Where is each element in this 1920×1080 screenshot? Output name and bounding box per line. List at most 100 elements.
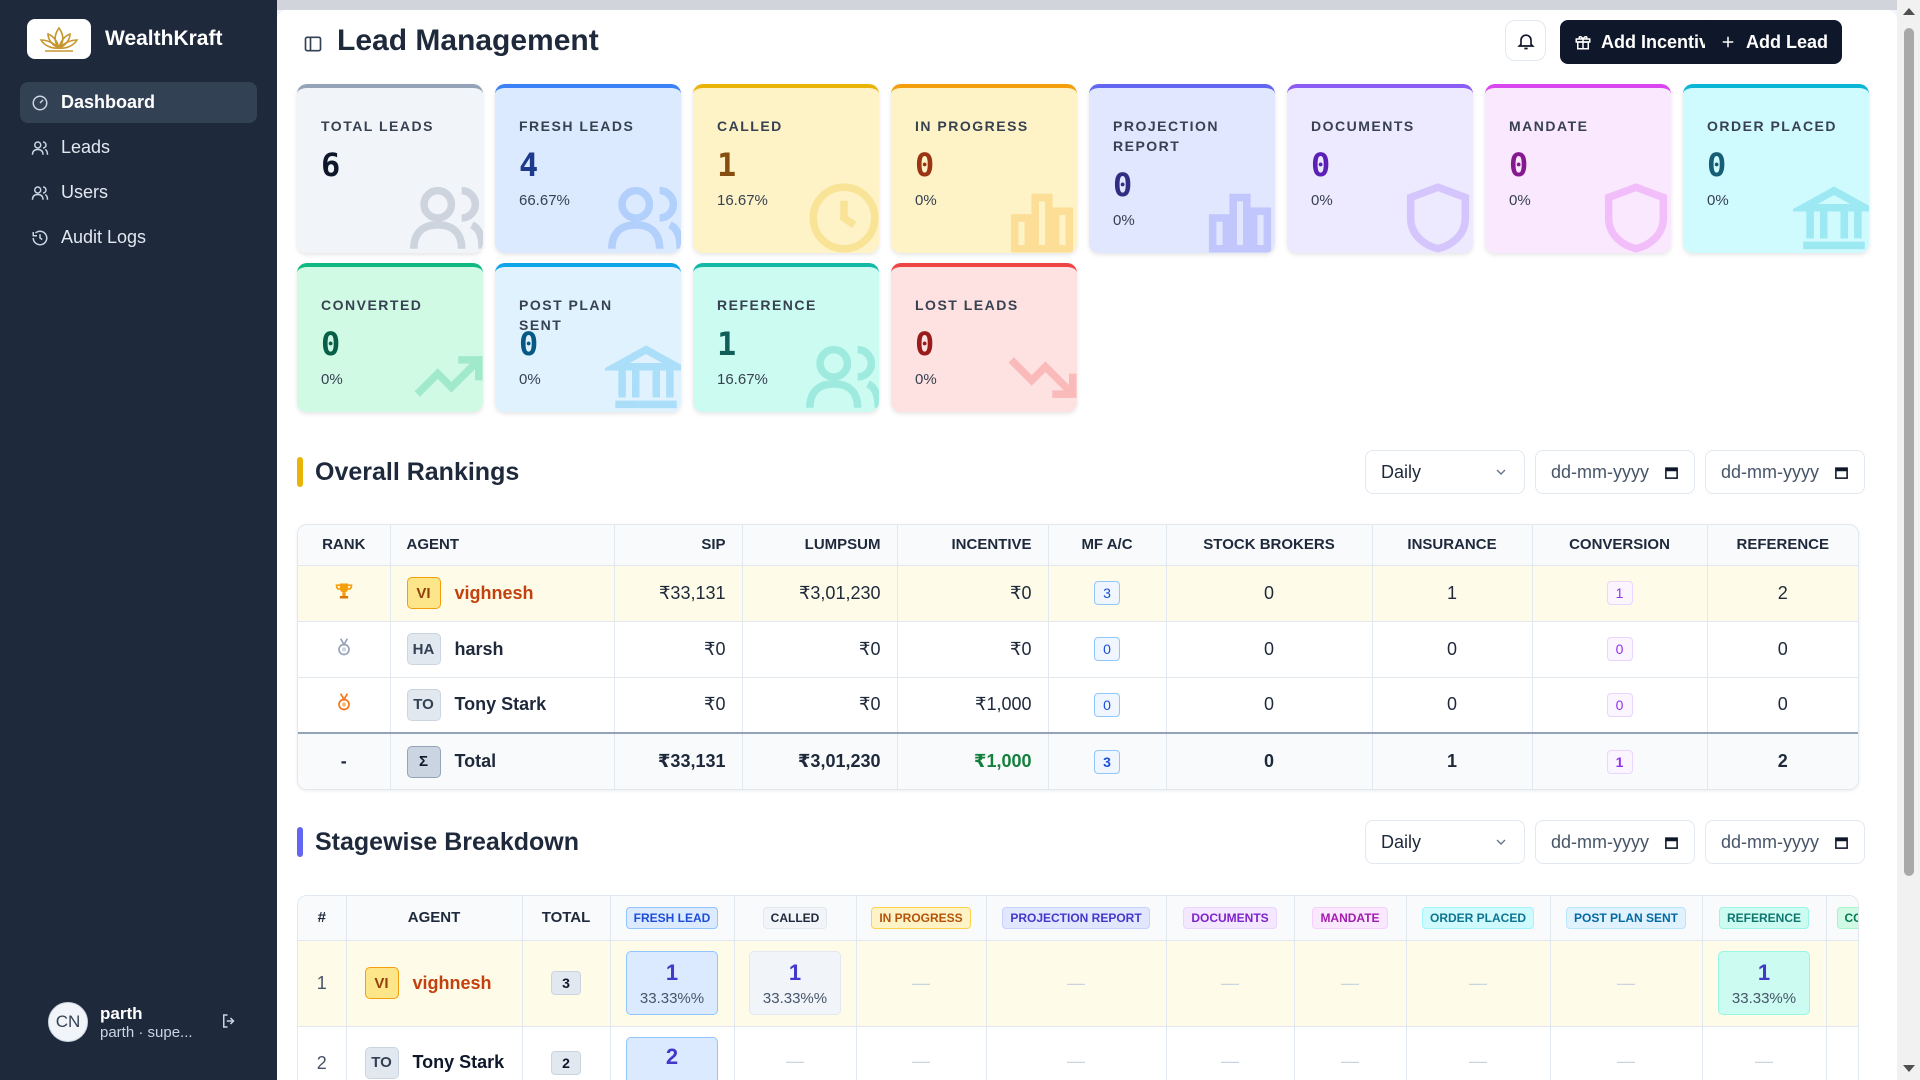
col-lumpsum[interactable]: LUMPSUM bbox=[742, 525, 898, 565]
mf-cell: 0 bbox=[1048, 620, 1167, 677]
row-number: 1 bbox=[298, 939, 347, 1026]
stat-value: 0 bbox=[1311, 146, 1331, 184]
rankings-date-from[interactable]: dd-mm-yyyy bbox=[1535, 450, 1695, 494]
stat-card-order-placed[interactable]: ORDER PLACED 0 0% bbox=[1683, 84, 1869, 253]
sidebar-item-users[interactable]: Users bbox=[20, 172, 257, 213]
stat-percent: 0% bbox=[519, 371, 541, 388]
stat-card-documents[interactable]: DOCUMENTS 0 0% bbox=[1287, 84, 1473, 253]
stat-card-reference[interactable]: REFERENCE 1 16.67% bbox=[693, 263, 879, 412]
sidebar-item-audit-logs[interactable]: Audit Logs bbox=[20, 217, 257, 258]
calendar-icon bbox=[1835, 836, 1848, 849]
stat-card-lost-leads[interactable]: LOST LEADS 0 0% bbox=[891, 263, 1077, 412]
sidebar-item-dashboard[interactable]: Dashboard bbox=[20, 82, 257, 123]
agent-name[interactable]: harsh bbox=[454, 638, 504, 659]
col-incentive[interactable]: INCENTIVE bbox=[897, 525, 1049, 565]
scroll-thumb[interactable] bbox=[1904, 28, 1914, 876]
total-row: - Σ Total ₹33,131 ₹3,01,230 ₹1,000 3 0 1… bbox=[298, 732, 1858, 789]
user-profile[interactable]: CN parth parth · supe... bbox=[48, 1002, 238, 1042]
stage-pill: DOCUMENTS bbox=[1183, 906, 1277, 929]
stat-label: REFERENCE bbox=[717, 297, 817, 313]
fresh-lead-cell[interactable]: 2 bbox=[610, 1025, 735, 1080]
mf-cell: 3 bbox=[1048, 732, 1167, 789]
agent-name[interactable]: Tony Stark bbox=[454, 694, 547, 715]
stage-pill: POST PLAN SENT bbox=[1565, 906, 1686, 929]
col-order-placed[interactable]: ORDER PLACED bbox=[1406, 896, 1551, 940]
agent-name[interactable]: Tony Stark bbox=[412, 1052, 505, 1072]
col-documents[interactable]: DOCUMENTS bbox=[1166, 896, 1295, 940]
sip-cell: ₹33,131 bbox=[614, 732, 743, 789]
users-icon bbox=[410, 186, 483, 249]
sidebar-toggle-icon[interactable] bbox=[303, 34, 323, 54]
stat-card-converted[interactable]: CONVERTED 0 0% bbox=[297, 263, 483, 412]
scroll-down-arrow-icon[interactable] bbox=[1903, 1065, 1915, 1072]
mf-badge: 0 bbox=[1094, 692, 1120, 717]
stat-card-projection-report[interactable]: PROJECTION REPORT 0 0% bbox=[1089, 84, 1275, 253]
col-stock-brokers[interactable]: STOCK BROKERS bbox=[1166, 525, 1373, 565]
col-reference[interactable]: REFERENCE bbox=[1707, 525, 1858, 565]
col-conversion[interactable]: CONVERSION bbox=[1532, 525, 1708, 565]
col-called[interactable]: CALLED bbox=[734, 896, 857, 940]
empty-cell: — bbox=[1550, 939, 1703, 1026]
col-rank[interactable]: RANK bbox=[298, 525, 391, 565]
col-reference[interactable]: REFERENCE bbox=[1702, 896, 1827, 940]
col-sip[interactable]: SIP bbox=[614, 525, 743, 565]
table-row[interactable]: 2 TO Tony Stark 2 2 — — — — — — — bbox=[298, 1025, 1858, 1080]
bank-icon bbox=[605, 345, 681, 409]
conversion-cell: 1 bbox=[1532, 564, 1708, 621]
logout-icon[interactable] bbox=[220, 1012, 238, 1030]
agent-name[interactable]: vighnesh bbox=[412, 972, 492, 993]
mf-badge: 3 bbox=[1094, 581, 1120, 605]
col-insurance[interactable]: INSURANCE bbox=[1372, 525, 1533, 565]
reference-cell: 2 bbox=[1707, 732, 1858, 789]
stat-percent: 16.67% bbox=[717, 371, 768, 388]
stagewise-date-to[interactable]: dd-mm-yyyy bbox=[1705, 820, 1865, 864]
stagewise-date-from[interactable]: dd-mm-yyyy bbox=[1535, 820, 1695, 864]
col-post-plan-sent[interactable]: POST PLAN SENT bbox=[1550, 896, 1703, 940]
add-lead-button[interactable]: Add Lead bbox=[1705, 20, 1843, 64]
stat-card-post-plan-sent[interactable]: POST PLAN SENT 0 0% bbox=[495, 263, 681, 412]
empty-cell: — bbox=[1406, 1025, 1551, 1080]
col-projection-report[interactable]: PROJECTION REPORT bbox=[986, 896, 1167, 940]
add-incentive-button[interactable]: Add Incentive bbox=[1560, 20, 1734, 64]
table-row[interactable]: TO Tony Stark ₹0 ₹0 ₹1,000 0 0 0 0 0 bbox=[298, 676, 1858, 733]
stat-label: CALLED bbox=[717, 118, 783, 134]
col-total[interactable]: TOTAL bbox=[522, 896, 611, 940]
agent-name[interactable]: vighnesh bbox=[454, 582, 534, 603]
table-row[interactable]: 1 VI vighnesh 3 1 33.33%% 1 33.33%% — bbox=[298, 939, 1858, 1026]
col-fresh-lead[interactable]: FRESH LEAD bbox=[610, 896, 735, 940]
users-icon bbox=[31, 140, 49, 155]
brand[interactable]: WealthKraft bbox=[0, 0, 277, 78]
stat-card-in-progress[interactable]: IN PROGRESS 0 0% bbox=[891, 84, 1077, 253]
table-row[interactable]: VI vighnesh ₹33,131 ₹3,01,230 ₹0 3 0 1 1… bbox=[298, 564, 1858, 621]
rankings-period-select[interactable]: Daily bbox=[1365, 450, 1525, 494]
rankings-date-to[interactable]: dd-mm-yyyy bbox=[1705, 450, 1865, 494]
stagewise-period-select[interactable]: Daily bbox=[1365, 820, 1525, 864]
conversion-badge: 1 bbox=[1606, 581, 1633, 605]
col-agent[interactable]: AGENT bbox=[390, 525, 615, 565]
scroll-up-arrow-icon[interactable] bbox=[1903, 8, 1915, 15]
col-mf-ac[interactable]: MF A/C bbox=[1048, 525, 1167, 565]
col-in-progress[interactable]: IN PROGRESS bbox=[856, 896, 987, 940]
fresh-lead-cell[interactable]: 1 33.33%% bbox=[610, 939, 735, 1026]
stat-card-total-leads[interactable]: TOTAL LEADS 6 bbox=[297, 84, 483, 253]
rankings-section-title: Overall Rankings bbox=[297, 457, 519, 487]
stat-card-mandate[interactable]: MANDATE 0 0% bbox=[1485, 84, 1671, 253]
table-row[interactable]: HA harsh ₹0 ₹0 ₹0 0 0 0 0 0 bbox=[298, 620, 1858, 677]
page-scrollbar[interactable] bbox=[1897, 0, 1920, 1080]
notifications-button[interactable] bbox=[1505, 20, 1546, 61]
stat-card-fresh-leads[interactable]: FRESH LEADS 4 66.67% bbox=[495, 84, 681, 253]
col-converted[interactable]: CO bbox=[1826, 896, 1858, 940]
shield-icon bbox=[1406, 183, 1470, 253]
sidebar-item-label: Users bbox=[61, 182, 109, 202]
sidebar-item-leads[interactable]: Leads bbox=[20, 127, 257, 168]
col-mandate[interactable]: MANDATE bbox=[1294, 896, 1407, 940]
agent-cell: Σ Total bbox=[390, 732, 615, 789]
top-strip bbox=[277, 0, 1897, 10]
reference-cell[interactable]: 1 33.33%% bbox=[1702, 939, 1827, 1026]
table-header-row: # AGENT TOTAL FRESH LEAD CALLED IN PROGR… bbox=[298, 896, 1858, 940]
stage-pill: ORDER PLACED bbox=[1421, 906, 1534, 929]
col-agent[interactable]: AGENT bbox=[346, 896, 523, 940]
called-cell[interactable]: 1 33.33%% bbox=[734, 939, 857, 1026]
stat-card-called[interactable]: CALLED 1 16.67% bbox=[693, 84, 879, 253]
page-title: Lead Management bbox=[337, 24, 599, 57]
